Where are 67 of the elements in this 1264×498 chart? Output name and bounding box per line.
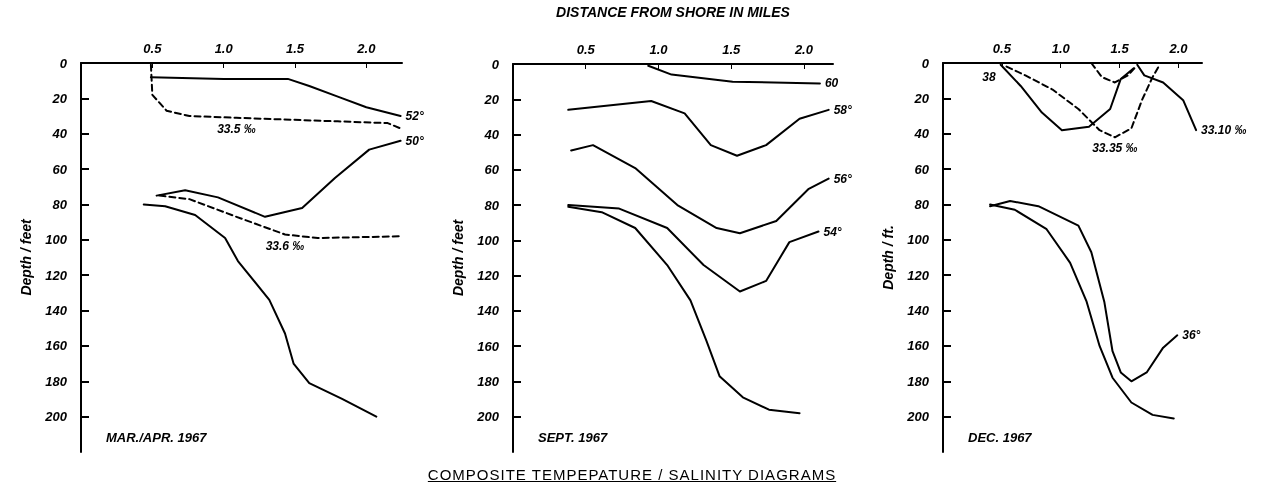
y-axis-title: Depth / feet [18, 218, 34, 296]
line-series [567, 100, 830, 157]
y-tick-label: 140 [45, 303, 68, 319]
x-tick-label: 0.5 [576, 42, 596, 57]
x-tick-label: 1.0 [649, 42, 669, 57]
series-label: 56° [833, 171, 852, 186]
y-tick-label: 20 [913, 90, 930, 106]
series-label: 33.5 ‰ [217, 121, 256, 136]
text: COMPOSITE TEMPEPATURE / SALINITY DIAGRAMS [426, 466, 838, 483]
y-tick-label: 40 [913, 126, 930, 142]
y-tick-label: 200 [476, 409, 500, 425]
y-tick-label: 120 [907, 267, 930, 283]
x-tick-label: 1.5 [1110, 41, 1130, 56]
y-tick-label: 200 [44, 409, 68, 425]
y-tick-label: 140 [907, 303, 930, 319]
y-tick-label: 160 [45, 338, 68, 354]
y-tick-label: 80 [914, 196, 930, 212]
series-label: 52° [405, 109, 424, 124]
y-tick-label: 120 [45, 267, 68, 283]
annotation: MAR./APR. 1967 [106, 430, 208, 445]
x-tick-label: 1.0 [1051, 41, 1071, 56]
y-tick-label: 180 [45, 373, 68, 389]
y-tick-label: 20 [51, 90, 68, 106]
x-axis-title: DISTANCE FROM SHORE IN MILES [556, 4, 791, 20]
x-tick-label: 1.0 [214, 41, 234, 56]
x-tick-label: 0.5 [992, 41, 1012, 56]
series-label: 33.35 ‰ [1092, 141, 1138, 156]
series-label: 50° [405, 133, 424, 148]
y-tick-label: 160 [907, 338, 930, 354]
x-tick-label: 2.0 [793, 42, 814, 57]
series-label: 36° [1182, 328, 1201, 343]
annotation: SEPT. 1967 [538, 430, 608, 445]
y-tick-label: 200 [906, 409, 930, 425]
x-tick-label: 0.5 [143, 41, 163, 56]
series-label: 33.10 ‰ [1201, 123, 1247, 138]
series-label: 54° [823, 224, 842, 239]
y-tick-label: 180 [477, 373, 500, 389]
y-tick-label: 80 [484, 197, 500, 213]
y-axis-title: Depth / feet [450, 218, 466, 297]
y-tick-label: 140 [477, 303, 500, 319]
x-tick-label: 2.0 [356, 41, 377, 56]
y-tick-label: 0 [59, 55, 68, 71]
y-tick-label: 60 [52, 161, 68, 177]
y-tick-label: 40 [483, 127, 500, 143]
series-label: 58° [833, 102, 852, 117]
y-tick-label: 0 [921, 55, 930, 71]
y-tick-label: 60 [914, 161, 930, 177]
series-label: 38 [982, 69, 996, 84]
line-series [142, 203, 378, 418]
y-tick-label: 160 [477, 338, 500, 354]
y-tick-label: 100 [477, 232, 500, 248]
annotation: DEC. 1967 [968, 430, 1033, 445]
x-tick-label: 1.5 [722, 42, 741, 57]
y-tick-label: 60 [484, 162, 500, 178]
series-label: 33.6 ‰ [265, 238, 305, 253]
y-tick-label: 120 [477, 268, 500, 284]
x-tick-label: 2.0 [1168, 41, 1189, 56]
y-axis-title: Depth / ft. [880, 225, 896, 290]
y-tick-label: 180 [907, 373, 930, 389]
y-tick-label: 80 [52, 196, 68, 212]
y-tick-label: 40 [51, 126, 68, 142]
y-tick-label: 20 [483, 91, 500, 107]
x-tick-label: 1.5 [285, 41, 305, 56]
series-label: 60 [824, 76, 839, 91]
y-tick-label: 100 [907, 232, 930, 248]
y-tick-label: 100 [45, 232, 68, 248]
y-tick-label: 0 [491, 56, 500, 72]
